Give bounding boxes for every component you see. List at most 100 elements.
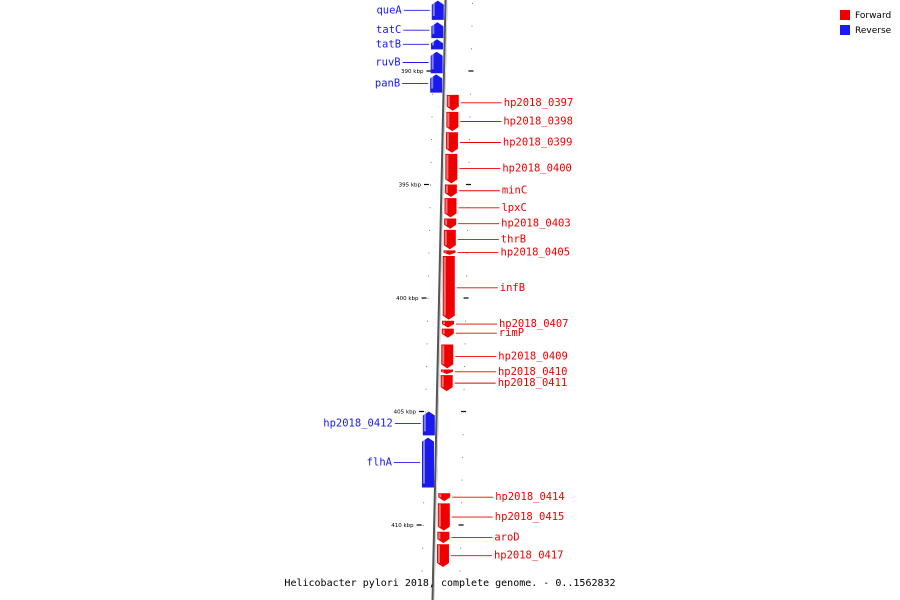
gene-shine bbox=[442, 329, 445, 334]
gene-label[interactable]: hp2018_0403 bbox=[501, 218, 571, 230]
gene-hp2018_0409[interactable]: hp2018_0409 bbox=[441, 344, 568, 369]
minor-tick bbox=[471, 25, 473, 27]
gene-panB[interactable]: panB bbox=[375, 74, 443, 93]
gene-label[interactable]: queA bbox=[376, 4, 402, 16]
gene-label[interactable]: hp2018_0407 bbox=[499, 318, 569, 330]
gene-hp2018_0417[interactable]: hp2018_0417 bbox=[436, 544, 564, 567]
gene-shine bbox=[446, 154, 449, 180]
gene-hp2018_0407[interactable]: hp2018_0407 bbox=[441, 318, 569, 330]
minor-tick bbox=[464, 366, 466, 368]
gene-label[interactable]: hp2018_0411 bbox=[498, 377, 568, 389]
minor-tick bbox=[466, 252, 468, 254]
gene-arrow[interactable] bbox=[431, 39, 444, 50]
gene-arrow[interactable] bbox=[440, 375, 453, 392]
gene-arrow[interactable] bbox=[430, 74, 443, 93]
gene-aroD[interactable]: aroD bbox=[437, 531, 520, 544]
gene-shine bbox=[431, 52, 434, 70]
legend-label: Reverse bbox=[855, 26, 892, 36]
minor-tick bbox=[470, 71, 472, 72]
gene-hp2018_0405[interactable]: hp2018_0405 bbox=[443, 247, 571, 259]
gene-label[interactable]: hp2018_0417 bbox=[494, 550, 564, 562]
gene-rimP[interactable]: rimP bbox=[441, 327, 524, 339]
gene-label[interactable]: infB bbox=[500, 282, 525, 294]
gene-arrow[interactable] bbox=[422, 411, 435, 436]
gene-label[interactable]: lpxC bbox=[501, 202, 526, 214]
gene-hp2018_0415[interactable]: hp2018_0415 bbox=[437, 503, 565, 531]
gene-arrow[interactable] bbox=[446, 111, 459, 132]
gene-hp2018_0414[interactable]: hp2018_0414 bbox=[438, 491, 565, 503]
gene-shine bbox=[423, 412, 426, 432]
gene-arrow[interactable] bbox=[445, 153, 458, 184]
gene-arrow[interactable] bbox=[430, 51, 443, 74]
gene-hp2018_0410[interactable]: hp2018_0410 bbox=[440, 366, 568, 378]
gene-hp2018_0403[interactable]: hp2018_0403 bbox=[444, 218, 571, 230]
gene-arrow[interactable] bbox=[443, 229, 456, 250]
axis-highlight bbox=[433, 0, 448, 600]
gene-hp2018_0398[interactable]: hp2018_0398 bbox=[446, 111, 573, 132]
minor-tick bbox=[422, 525, 424, 526]
gene-arrow[interactable] bbox=[444, 184, 457, 197]
gene-arrow[interactable] bbox=[444, 198, 457, 218]
gene-label[interactable]: hp2018_0412 bbox=[323, 417, 393, 429]
gene-arrow[interactable] bbox=[431, 22, 444, 39]
gene-label[interactable]: hp2018_0398 bbox=[503, 116, 573, 128]
gene-label[interactable]: hp2018_0415 bbox=[495, 511, 565, 523]
gene-label[interactable]: tatB bbox=[376, 38, 401, 50]
gene-label[interactable]: flhA bbox=[367, 457, 393, 469]
gene-arrow[interactable] bbox=[436, 544, 449, 567]
gene-hp2018_0397[interactable]: hp2018_0397 bbox=[446, 94, 574, 111]
gene-arrow[interactable] bbox=[443, 250, 456, 255]
gene-label[interactable]: thrB bbox=[501, 234, 526, 246]
gene-label[interactable]: minC bbox=[502, 185, 527, 197]
gene-arrow[interactable] bbox=[437, 531, 450, 544]
gene-tatC[interactable]: tatC bbox=[376, 22, 444, 39]
gene-label[interactable]: aroD bbox=[494, 531, 519, 543]
minor-tick bbox=[465, 320, 467, 322]
gene-arrow[interactable] bbox=[445, 132, 458, 153]
gene-label[interactable]: hp2018_0400 bbox=[502, 163, 572, 175]
gene-label[interactable]: hp2018_0399 bbox=[503, 137, 573, 149]
gene-arrow[interactable] bbox=[431, 0, 444, 20]
gene-hp2018_0412[interactable]: hp2018_0412 bbox=[323, 411, 435, 436]
gene-lpxC[interactable]: lpxC bbox=[444, 198, 527, 218]
tick-label: 410 kbp bbox=[391, 523, 414, 529]
gene-label[interactable]: panB bbox=[375, 77, 400, 89]
minor-tick bbox=[471, 2, 473, 4]
gene-shine bbox=[441, 376, 444, 388]
gene-arrow[interactable] bbox=[441, 320, 454, 328]
gene-flhA[interactable]: flhA bbox=[367, 437, 434, 488]
gene-label[interactable]: hp2018_0397 bbox=[504, 97, 574, 109]
gene-label[interactable]: hp2018_0409 bbox=[498, 350, 568, 362]
gene-label[interactable]: hp2018_0410 bbox=[498, 366, 568, 378]
gene-arrow[interactable] bbox=[421, 437, 434, 488]
gene-arrow[interactable] bbox=[442, 256, 455, 320]
gene-arrow[interactable] bbox=[437, 503, 450, 531]
gene-tatB[interactable]: tatB bbox=[376, 38, 444, 50]
minor-tick bbox=[430, 139, 432, 141]
gene-label[interactable]: hp2018_0414 bbox=[495, 491, 565, 503]
gene-label[interactable]: tatC bbox=[376, 24, 401, 36]
gene-label[interactable]: hp2018_0405 bbox=[501, 247, 571, 259]
gene-label[interactable]: ruvB bbox=[375, 56, 400, 68]
gene-thrB[interactable]: thrB bbox=[443, 229, 526, 250]
gene-arrow[interactable] bbox=[444, 218, 457, 229]
minor-tick bbox=[462, 456, 464, 458]
gene-arrow[interactable] bbox=[440, 369, 453, 375]
gene-queA[interactable]: queA bbox=[376, 0, 444, 20]
gene-shine bbox=[422, 438, 425, 484]
gene-hp2018_0400[interactable]: hp2018_0400 bbox=[445, 153, 572, 184]
gene-arrow[interactable] bbox=[441, 328, 454, 338]
minor-tick bbox=[422, 547, 424, 549]
gene-label[interactable]: rimP bbox=[499, 327, 524, 339]
gene-minC[interactable]: minC bbox=[444, 184, 527, 197]
gene-hp2018_0411[interactable]: hp2018_0411 bbox=[440, 375, 568, 392]
gene-shine bbox=[437, 545, 440, 563]
gene-arrow[interactable] bbox=[446, 94, 459, 111]
gene-hp2018_0399[interactable]: hp2018_0399 bbox=[445, 132, 573, 153]
gene-infB[interactable]: infB bbox=[442, 256, 525, 320]
gene-arrow[interactable] bbox=[441, 344, 454, 369]
gene-arrow[interactable] bbox=[438, 493, 451, 502]
minor-tick bbox=[461, 502, 463, 504]
minor-tick bbox=[469, 93, 471, 95]
gene-ruvB[interactable]: ruvB bbox=[375, 51, 443, 74]
